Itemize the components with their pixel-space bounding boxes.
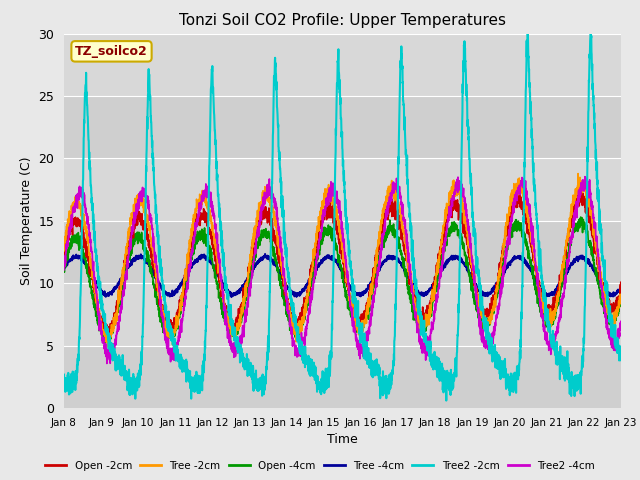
Open -2cm bbox=[274, 252, 282, 258]
Line: Tree2 -4cm: Tree2 -4cm bbox=[64, 177, 621, 363]
Tree2 -4cm bbox=[274, 216, 282, 222]
Tree -4cm bbox=[617, 286, 625, 291]
Open -2cm bbox=[606, 312, 614, 318]
Open -2cm bbox=[298, 305, 306, 311]
Line: Tree -2cm: Tree -2cm bbox=[64, 174, 621, 347]
Y-axis label: Soil Temperature (C): Soil Temperature (C) bbox=[20, 156, 33, 285]
Open -2cm bbox=[577, 184, 585, 190]
Tree -4cm bbox=[274, 267, 282, 273]
Legend: Open -2cm, Tree -2cm, Open -4cm, Tree -4cm, Tree2 -2cm, Tree2 -4cm: Open -2cm, Tree -2cm, Open -4cm, Tree -4… bbox=[41, 456, 599, 475]
Tree2 -4cm bbox=[157, 297, 164, 303]
Tree2 -4cm bbox=[581, 174, 589, 180]
Tree -2cm bbox=[606, 315, 614, 321]
Open -4cm bbox=[60, 265, 68, 271]
Tree -2cm bbox=[298, 328, 306, 334]
Line: Open -2cm: Open -2cm bbox=[64, 187, 621, 341]
Text: TZ_soilco2: TZ_soilco2 bbox=[75, 45, 148, 58]
Tree2 -4cm bbox=[546, 345, 554, 350]
Open -4cm bbox=[617, 298, 625, 303]
Open -2cm bbox=[60, 246, 68, 252]
Open -4cm bbox=[105, 341, 113, 347]
Tree2 -2cm bbox=[298, 339, 305, 345]
Tree2 -4cm bbox=[60, 267, 68, 273]
Tree -4cm bbox=[124, 264, 131, 270]
Tree -4cm bbox=[298, 288, 306, 294]
Open -4cm bbox=[546, 320, 554, 326]
Open -4cm bbox=[274, 269, 282, 275]
Line: Open -4cm: Open -4cm bbox=[64, 217, 621, 344]
Tree2 -2cm bbox=[124, 387, 131, 393]
Tree -2cm bbox=[124, 234, 132, 240]
Tree2 -4cm bbox=[124, 263, 132, 268]
Title: Tonzi Soil CO2 Profile: Upper Temperatures: Tonzi Soil CO2 Profile: Upper Temperatur… bbox=[179, 13, 506, 28]
X-axis label: Time: Time bbox=[327, 433, 358, 446]
Open -4cm bbox=[157, 314, 164, 320]
Tree2 -4cm bbox=[606, 333, 614, 338]
Tree2 -4cm bbox=[617, 319, 625, 324]
Tree2 -2cm bbox=[547, 336, 554, 342]
Tree2 -2cm bbox=[617, 351, 625, 357]
Tree -4cm bbox=[542, 294, 550, 300]
Open -2cm bbox=[124, 244, 132, 250]
Tree -4cm bbox=[60, 266, 68, 272]
Tree -4cm bbox=[606, 293, 614, 299]
Open -2cm bbox=[157, 298, 164, 304]
Tree2 -4cm bbox=[298, 346, 306, 352]
Tree2 -2cm bbox=[60, 372, 68, 377]
Tree2 -2cm bbox=[274, 111, 282, 117]
Open -4cm bbox=[124, 262, 132, 267]
Line: Tree2 -2cm: Tree2 -2cm bbox=[64, 34, 621, 401]
Tree2 -2cm bbox=[606, 311, 614, 316]
Bar bbox=[64, 34, 621, 96]
Tree -2cm bbox=[104, 344, 111, 350]
Tree -2cm bbox=[546, 318, 554, 324]
Bar bbox=[64, 283, 621, 346]
Tree2 -2cm bbox=[157, 270, 164, 276]
Line: Tree -4cm: Tree -4cm bbox=[64, 254, 621, 297]
Bar bbox=[64, 346, 621, 408]
Tree -4cm bbox=[261, 251, 269, 257]
Bar bbox=[64, 221, 621, 283]
Tree -4cm bbox=[547, 290, 554, 296]
Open -4cm bbox=[606, 318, 614, 324]
Tree -2cm bbox=[574, 171, 582, 177]
Open -2cm bbox=[546, 313, 554, 319]
Tree -2cm bbox=[60, 248, 68, 254]
Tree -2cm bbox=[617, 294, 625, 300]
Open -4cm bbox=[577, 214, 584, 220]
Tree2 -4cm bbox=[103, 360, 111, 366]
Open -2cm bbox=[104, 338, 112, 344]
Open -2cm bbox=[617, 279, 625, 285]
Open -4cm bbox=[298, 321, 306, 326]
Bar bbox=[64, 158, 621, 221]
Tree2 -2cm bbox=[524, 31, 531, 36]
Tree2 -2cm bbox=[442, 398, 450, 404]
Tree -2cm bbox=[274, 233, 282, 239]
Tree -2cm bbox=[157, 302, 164, 308]
Tree -4cm bbox=[157, 282, 164, 288]
Bar bbox=[64, 96, 621, 158]
